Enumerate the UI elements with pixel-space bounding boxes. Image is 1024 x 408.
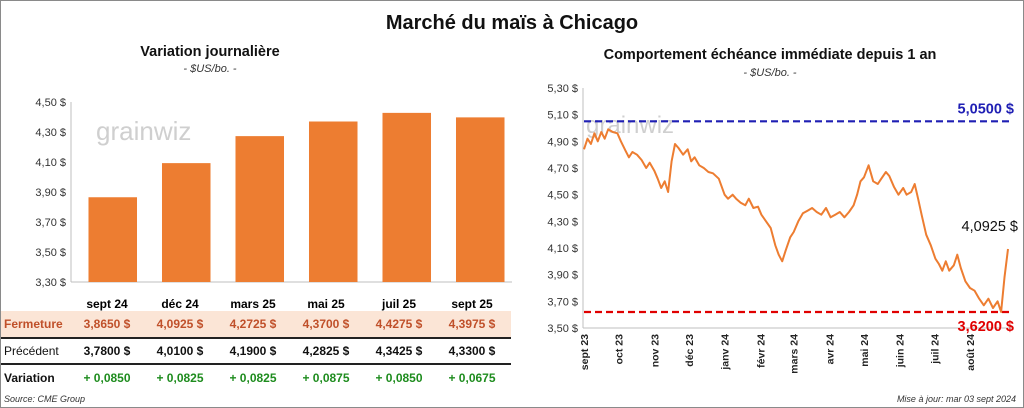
- variation-cell: + 0,0825: [229, 371, 277, 385]
- right-x-tick-label: juil 24: [929, 334, 941, 365]
- update-note: Mise à jour: mar 03 sept 2024: [896, 394, 1016, 404]
- precedent-cell: 3,7800 $: [83, 344, 131, 358]
- bar: [455, 117, 505, 282]
- variation-cell: + 0,0850: [375, 371, 423, 385]
- right-x-tick-label: mai 24: [859, 334, 871, 367]
- right-y-tick-label: 4,10 $: [547, 243, 578, 255]
- table-rule-bottom: [1, 363, 511, 365]
- bar: [161, 163, 211, 282]
- left-y-tick-label: 4,50 $: [35, 97, 66, 109]
- row-label-variation: Variation: [4, 371, 55, 385]
- fermeture-row-bg: [1, 311, 511, 337]
- right-x-tick-label: juin 24: [895, 334, 907, 368]
- left-y-tick-label: 3,70 $: [35, 217, 66, 229]
- bar: [382, 112, 432, 282]
- left-chart-title: Variation journalière: [140, 44, 280, 60]
- fermeture-cell: 4,3975 $: [448, 317, 496, 331]
- table-month-header: mars 25: [230, 297, 276, 311]
- row-label-fermeture: Fermeture: [4, 317, 63, 331]
- precedent-cell: 4,2825 $: [302, 344, 350, 358]
- fermeture-cell: 3,8650 $: [83, 317, 131, 331]
- right-y-tick-group: 5,30 $ 5,10 $ 4,90 $ 4,70 $ 4,50 $ 4,30 $ 4,10…: [547, 83, 578, 335]
- left-watermark: grainwiz: [96, 116, 191, 146]
- left-chart-unit: - $US/bo. -: [183, 63, 237, 75]
- left-y-tick-label: 4,30 $: [35, 127, 66, 139]
- right-x-tick-label: sept 23: [579, 334, 591, 370]
- right-x-tick-label: janv 24: [720, 334, 732, 371]
- variation-cell: + 0,0675: [448, 371, 496, 385]
- precedent-cell: 4,1900 $: [229, 344, 277, 358]
- main-title: Marché du maïs à Chicago: [385, 12, 639, 34]
- right-chart-unit: - $US/bo. -: [743, 67, 797, 79]
- fermeture-cell: 4,3700 $: [302, 317, 350, 331]
- right-y-tick-label: 5,10 $: [547, 110, 578, 122]
- right-x-tick-label: avr 24: [824, 334, 836, 365]
- variation-cell: + 0,0875: [302, 371, 350, 385]
- right-y-tick-label: 4,90 $: [547, 136, 578, 148]
- precedent-cell: 4,3300 $: [448, 344, 496, 358]
- source-note: Source: CME Group: [4, 394, 86, 404]
- variation-cell: + 0,0850: [83, 371, 131, 385]
- precedent-cell: 4,0100 $: [156, 344, 204, 358]
- right-x-tick-label: déc 23: [684, 334, 696, 367]
- variation-cell: + 0,0825: [156, 371, 204, 385]
- table-month-header: sept 24: [86, 297, 128, 311]
- right-y-tick-label: 4,30 $: [547, 216, 578, 228]
- table-month-header: sept 25: [451, 297, 493, 311]
- low-value-label: 3,6200 $: [958, 319, 1014, 335]
- right-x-tick-label: mars 24: [789, 334, 801, 374]
- bar: [235, 136, 285, 282]
- fermeture-cell: 4,0925 $: [156, 317, 204, 331]
- right-x-tick-label: août 24: [965, 334, 977, 371]
- left-y-tick-label: 3,90 $: [35, 187, 66, 199]
- table-month-header: déc 24: [161, 297, 199, 311]
- right-chart-title: Comportement échéance immédiate depuis 1…: [603, 47, 937, 63]
- right-y-tick-label: 3,70 $: [547, 296, 578, 308]
- table-month-header: juil 25: [381, 297, 416, 311]
- left-bar-group: [88, 112, 505, 282]
- right-y-tick-label: 3,50 $: [547, 323, 578, 335]
- right-y-tick-label: 5,30 $: [547, 83, 578, 95]
- right-y-tick-label: 3,90 $: [547, 270, 578, 282]
- table-rule-top: [1, 337, 511, 339]
- row-label-precedent: Précédent: [4, 344, 59, 358]
- right-x-tick-label: févr 24: [755, 334, 767, 368]
- left-y-tick-label: 4,10 $: [35, 157, 66, 169]
- high-value-label: 5,0500 $: [958, 101, 1014, 117]
- right-x-tick-group: sept 23 oct 23 nov 23 déc 23 janv 24 févr 24 m…: [579, 334, 977, 374]
- fermeture-cell: 4,4275 $: [375, 317, 423, 331]
- bar: [88, 197, 138, 282]
- right-x-tick-label: nov 23: [649, 334, 661, 367]
- left-y-tick-label: 3,50 $: [35, 247, 66, 259]
- left-bar-chart: grainwiz 4,50 $ 4,30 $ 4,10 $ 3,90 $ 3,70 $ 3…: [35, 97, 512, 289]
- precedent-cell: 4,3425 $: [375, 344, 423, 358]
- table-month-header: mai 25: [307, 297, 345, 311]
- left-y-tick-group: 4,50 $ 4,30 $ 4,10 $ 3,90 $ 3,70 $ 3,50 $ 3,30…: [35, 97, 66, 289]
- right-x-tick-label: oct 23: [614, 334, 626, 365]
- bar: [308, 121, 358, 282]
- price-line-series: [583, 128, 1009, 313]
- fermeture-cell: 4,2725 $: [229, 317, 277, 331]
- last-value-label: 4,0925 $: [962, 219, 1018, 235]
- right-y-tick-label: 4,70 $: [547, 163, 578, 175]
- left-y-tick-label: 3,30 $: [35, 277, 66, 289]
- right-y-tick-label: 4,50 $: [547, 190, 578, 202]
